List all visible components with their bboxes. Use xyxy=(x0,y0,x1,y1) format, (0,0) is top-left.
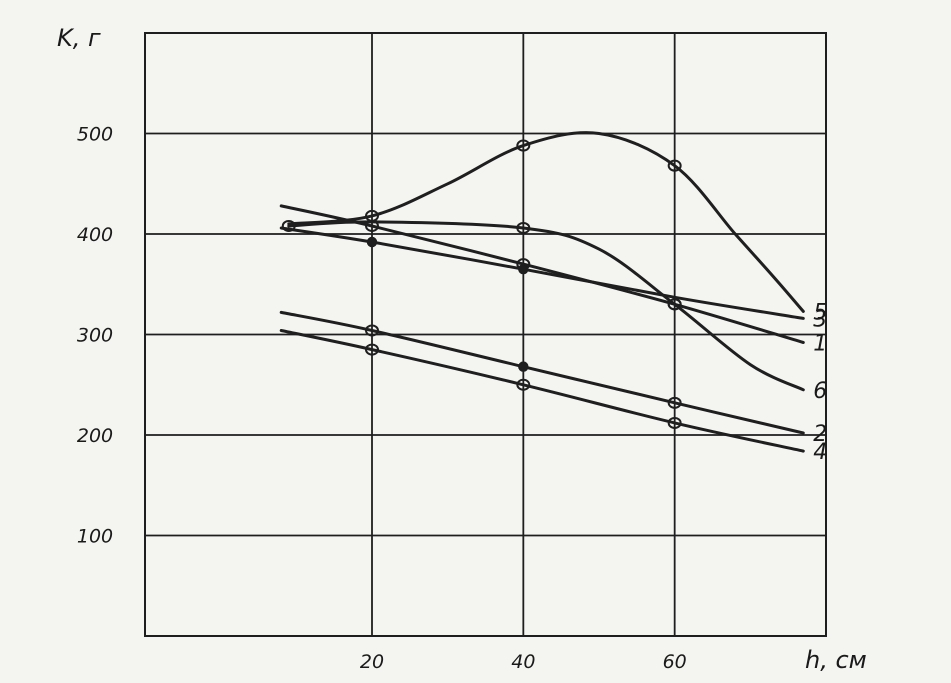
x-tick-label: 40 xyxy=(511,651,535,673)
series-label: 5 xyxy=(813,300,827,325)
data-point-open xyxy=(667,416,682,429)
series-label: 4 xyxy=(813,440,827,465)
data-point-open xyxy=(365,324,379,337)
series-label: 3 xyxy=(813,307,827,332)
data-point-filled xyxy=(366,236,378,248)
y-tick-label: 100 xyxy=(77,526,113,548)
series-line-5 xyxy=(287,131,805,313)
data-point-filled xyxy=(518,263,529,275)
x-axis-label: h, см xyxy=(805,646,867,674)
series-line-4 xyxy=(279,329,805,453)
data-point-open xyxy=(516,378,531,391)
x-tick-label: 60 xyxy=(663,651,687,673)
y-axis-label: K, г xyxy=(57,24,101,52)
data-point-open xyxy=(365,343,379,356)
y-tick-label: 400 xyxy=(77,224,113,246)
y-tick-label: 200 xyxy=(77,425,113,447)
x-tick-label: 20 xyxy=(360,651,384,673)
series-line-3 xyxy=(279,226,805,320)
data-point-open xyxy=(516,139,531,152)
y-tick-label: 500 xyxy=(77,124,113,146)
series-labels: 1 2 3 4 5 6 xyxy=(813,300,827,465)
series-label: 6 xyxy=(813,379,827,404)
data-point-filled xyxy=(518,361,529,372)
tick-labels: 100 200 300 400 500 20 40 60 xyxy=(77,124,687,674)
series-line-2 xyxy=(279,310,805,435)
data-point-open xyxy=(516,221,531,234)
data-point-open xyxy=(667,159,682,172)
series-label: 1 xyxy=(813,332,827,357)
y-tick-label: 300 xyxy=(77,325,113,347)
data-point-open xyxy=(281,219,296,232)
data-point-open xyxy=(667,298,682,311)
marker-group xyxy=(281,139,682,429)
series-group xyxy=(279,131,805,453)
data-point-open xyxy=(365,209,379,222)
data-point-open xyxy=(667,396,682,409)
grid xyxy=(144,32,827,637)
series-label: 2 xyxy=(813,422,827,447)
